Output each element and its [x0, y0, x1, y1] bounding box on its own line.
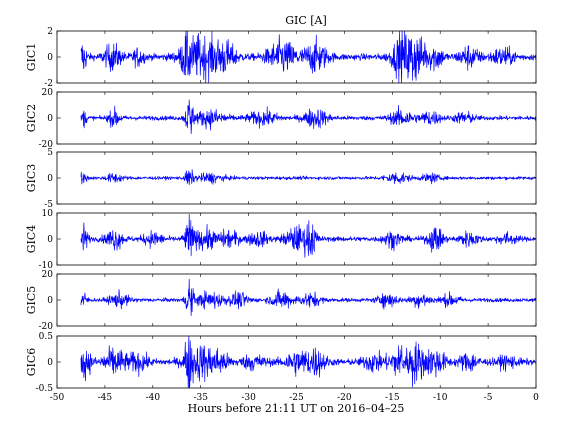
- x-tick-label: -40: [146, 393, 161, 403]
- y-tick-label: -2: [44, 79, 53, 89]
- x-tick-label: -15: [385, 393, 400, 403]
- y-tick-label: 0: [47, 114, 53, 124]
- y-tick-label: 20: [42, 88, 54, 98]
- panel-gic3: 5 0 -5 GIC3: [25, 148, 537, 210]
- chart-title: GIC [A]: [285, 14, 327, 27]
- series-line-gic5: [80, 278, 536, 316]
- y-tick-label: -0.5: [36, 384, 54, 394]
- y-axis-label-gic2: GIC2: [25, 104, 38, 133]
- x-tick-label: 0: [533, 393, 539, 403]
- series-line-gic2: [80, 99, 536, 134]
- y-tick-label: 5: [47, 148, 53, 158]
- series-line-gic1: [80, 31, 536, 83]
- x-axis-label: Hours before 21:11 UT on 2016–04–25: [188, 402, 405, 415]
- x-axis: -50 -45 -40 -35 -30 -25 -20 -15 -10 -5 0: [50, 393, 539, 403]
- x-tick-label: -10: [433, 393, 448, 403]
- x-tick-label: -50: [50, 393, 65, 403]
- y-axis-label-gic4: GIC4: [25, 225, 38, 254]
- y-tick-label: -10: [39, 261, 54, 271]
- x-tick-label: -35: [193, 393, 208, 403]
- x-tick-label: -20: [337, 393, 352, 403]
- y-axis-label-gic6: GIC6: [25, 348, 38, 377]
- y-tick-label: 0.5: [39, 332, 54, 342]
- y-tick-label: 20: [42, 270, 54, 280]
- y-tick-label: 0: [47, 235, 53, 245]
- series-line-gic3: [80, 169, 536, 186]
- panel-gic6: 0.5 0 -0.5 GIC6: [25, 332, 537, 394]
- y-tick-label: -20: [39, 322, 54, 332]
- y-tick-label: 0: [47, 53, 53, 63]
- panel-gic1: 2 0 -2 GIC1: [25, 27, 537, 89]
- y-axis-label-gic3: GIC3: [25, 164, 38, 193]
- y-tick-label: 10: [42, 209, 54, 219]
- y-axis-label-gic1: GIC1: [25, 43, 38, 72]
- y-tick-label: 0: [47, 174, 53, 184]
- x-tick-label: -30: [241, 393, 256, 403]
- y-tick-label: 0: [47, 296, 53, 306]
- x-tick-label: -45: [98, 393, 113, 403]
- y-tick-label: -5: [44, 200, 53, 210]
- x-tick-label: -25: [289, 393, 304, 403]
- y-tick-label: 2: [47, 27, 53, 37]
- y-axis-label-gic5: GIC5: [25, 286, 38, 315]
- series-line-gic6: [80, 336, 536, 388]
- series-line-gic4: [80, 213, 536, 258]
- y-tick-label: -20: [39, 140, 54, 150]
- panels-group: 20-2GIC1200-20GIC250-5GIC3100-10GIC4200-…: [25, 27, 537, 394]
- y-tick-label: 0: [47, 358, 53, 368]
- x-tick-label: -5: [484, 393, 493, 403]
